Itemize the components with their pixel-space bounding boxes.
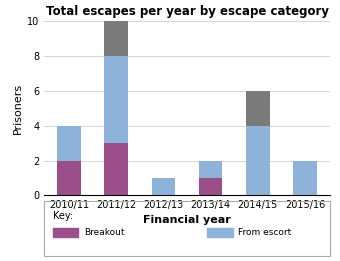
- Bar: [199, 178, 222, 195]
- Text: From escort: From escort: [238, 228, 292, 237]
- Y-axis label: Prisoners: Prisoners: [13, 83, 23, 134]
- Bar: [152, 178, 175, 195]
- Bar: [246, 126, 270, 195]
- Title: Total escapes per year by escape category: Total escapes per year by escape categor…: [46, 5, 328, 18]
- Bar: [246, 91, 270, 126]
- Bar: [293, 161, 317, 195]
- Bar: [104, 21, 128, 56]
- Bar: [53, 228, 79, 237]
- Bar: [57, 161, 81, 195]
- Text: Key:: Key:: [53, 211, 73, 221]
- Bar: [207, 228, 233, 237]
- Bar: [57, 126, 81, 161]
- X-axis label: Financial year: Financial year: [143, 215, 231, 224]
- Text: Breakout: Breakout: [84, 228, 125, 237]
- Bar: [104, 56, 128, 143]
- Bar: [199, 161, 222, 178]
- Bar: [104, 143, 128, 195]
